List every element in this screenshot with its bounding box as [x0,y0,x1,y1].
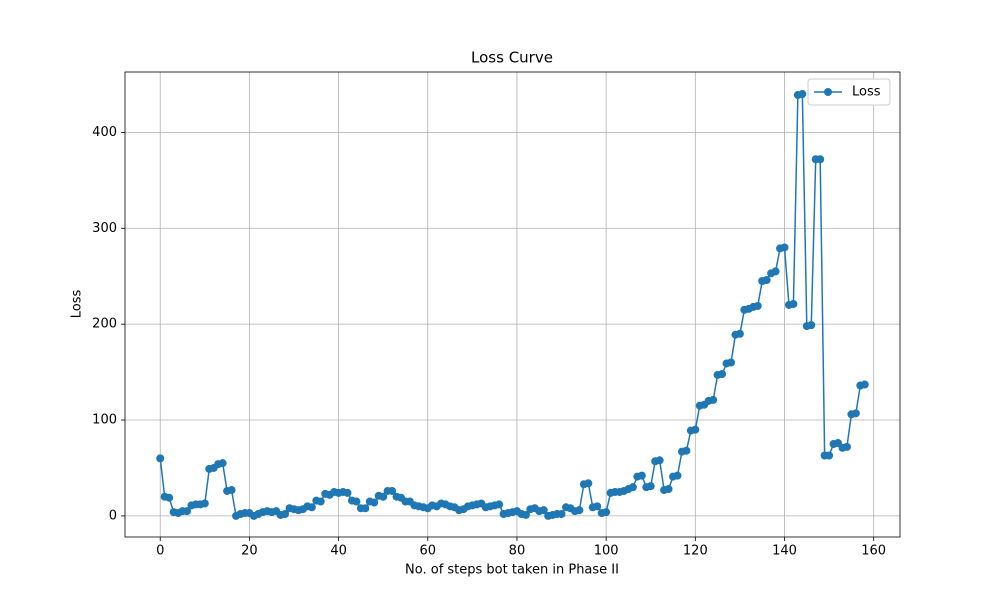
marker [539,506,548,515]
marker [726,358,735,367]
marker [709,395,718,404]
y-tick-label: 100 [92,413,117,428]
marker [691,425,700,434]
marker [388,486,397,495]
y-axis-label: Loss [70,290,85,319]
x-tick-label: 160 [861,544,886,559]
chart-title: Loss Curve [471,49,553,67]
marker [735,329,744,338]
marker [780,243,789,252]
marker [798,90,807,99]
y-tick-label: 300 [92,221,117,236]
marker [602,508,611,517]
marker [816,155,825,164]
marker [521,510,530,519]
marker [200,499,209,508]
marker [343,488,352,497]
marker [842,442,851,451]
legend-label: Loss [852,85,881,100]
marker [584,479,593,488]
marker [156,454,165,463]
marker [165,493,174,502]
x-tick-label: 140 [772,544,797,559]
marker [664,485,673,494]
x-tick-label: 100 [594,544,619,559]
y-tick-label: 200 [92,317,117,332]
marker [860,380,869,389]
marker [227,486,236,495]
marker [718,370,727,379]
marker [655,456,664,465]
marker [218,459,227,468]
marker [307,503,316,512]
marker [575,506,584,515]
marker [646,482,655,491]
marker [370,498,379,507]
marker [807,321,816,330]
legend-marker [824,88,832,96]
marker [682,446,691,455]
x-axis-label: No. of steps bot taken in Phase II [405,563,619,578]
marker [557,509,566,518]
marker [182,507,191,516]
marker [379,492,388,501]
marker [495,500,504,509]
marker [628,483,637,492]
marker [637,471,646,480]
marker [825,451,834,460]
marker [851,409,860,418]
y-tick-label: 0 [109,508,117,523]
marker [762,276,771,285]
x-tick-label: 60 [420,544,437,559]
legend-box [807,78,891,106]
x-tick-label: 20 [241,544,258,559]
marker [281,509,290,518]
marker [352,497,361,506]
marker [753,301,762,310]
plot-frame [124,71,901,538]
marker [771,267,780,276]
marker [361,504,370,513]
x-tick-label: 80 [509,544,526,559]
marker [789,300,798,309]
y-tick-label: 400 [92,125,117,140]
x-tick-label: 40 [330,544,347,559]
x-tick-label: 120 [683,544,708,559]
marker [316,497,325,506]
x-tick-label: 0 [156,544,164,559]
marker [673,471,682,480]
marker [593,502,602,511]
